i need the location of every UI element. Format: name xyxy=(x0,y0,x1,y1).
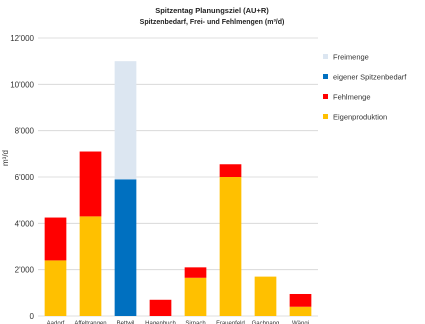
bar-segment xyxy=(184,267,207,278)
x-tick-label: Gachnang xyxy=(252,321,280,324)
x-tick-label: Affeltrangen xyxy=(74,321,106,324)
y-tick-label: 6'000 xyxy=(15,173,35,182)
bar-segment xyxy=(149,299,172,316)
y-axis-ticks: 0 2'000 4'000 6'000 8'000 10'000 12'000 xyxy=(10,34,34,321)
bar-segment xyxy=(184,277,207,316)
x-axis-ticks: Aadorf Affeltrangen Bettwil Hagenbuch Sirnac… xyxy=(47,321,309,324)
y-tick-label: 0 xyxy=(30,312,35,321)
y-tick-label: 10'000 xyxy=(10,80,34,89)
y-tick-label: 2'000 xyxy=(15,266,35,275)
legend-swatch xyxy=(323,54,328,59)
x-tick-label: Aadorf xyxy=(47,321,65,324)
chart-subtitle: Spitzenbedarf, Frei- und Fehlmengen (m³/… xyxy=(140,19,285,26)
bar-segment xyxy=(289,306,312,316)
x-tick-label: Wängi xyxy=(292,321,309,324)
bar-segment xyxy=(44,217,67,261)
legend-swatch xyxy=(323,114,328,119)
y-tick-label: 8'000 xyxy=(15,127,35,136)
chart-title: Spitzentag Planungsziel (AU+R) xyxy=(155,6,269,15)
bar-segment xyxy=(79,216,102,316)
x-tick-label: Hagenbuch xyxy=(145,321,176,324)
bar-segment xyxy=(289,293,312,307)
bar-segment xyxy=(219,177,242,316)
legend-label: Eigenproduktion xyxy=(333,113,387,122)
legend: Freimenge eigener Spitzenbedarf Fehlmenge E… xyxy=(323,53,407,122)
x-tick-label: Frauenfeld xyxy=(216,321,245,324)
bar-segment xyxy=(254,276,277,316)
y-tick-label: 4'000 xyxy=(15,219,35,228)
bars xyxy=(44,61,312,316)
y-axis-label: m³/d xyxy=(1,150,10,166)
bar-segment xyxy=(219,164,242,177)
bar-segment xyxy=(44,260,67,316)
x-tick-label: Sirnach xyxy=(185,321,205,324)
legend-label: Freimenge xyxy=(333,53,369,62)
bar-segment xyxy=(114,61,137,180)
legend-label: Fehlmenge xyxy=(333,93,371,102)
bar-segment xyxy=(114,179,137,316)
legend-label: eigener Spitzenbedarf xyxy=(333,73,407,82)
y-tick-label: 12'000 xyxy=(10,34,34,43)
x-tick-label: Bettwil xyxy=(117,321,135,324)
bar-segment xyxy=(79,151,102,217)
legend-swatch xyxy=(323,74,328,79)
legend-swatch xyxy=(323,94,328,99)
